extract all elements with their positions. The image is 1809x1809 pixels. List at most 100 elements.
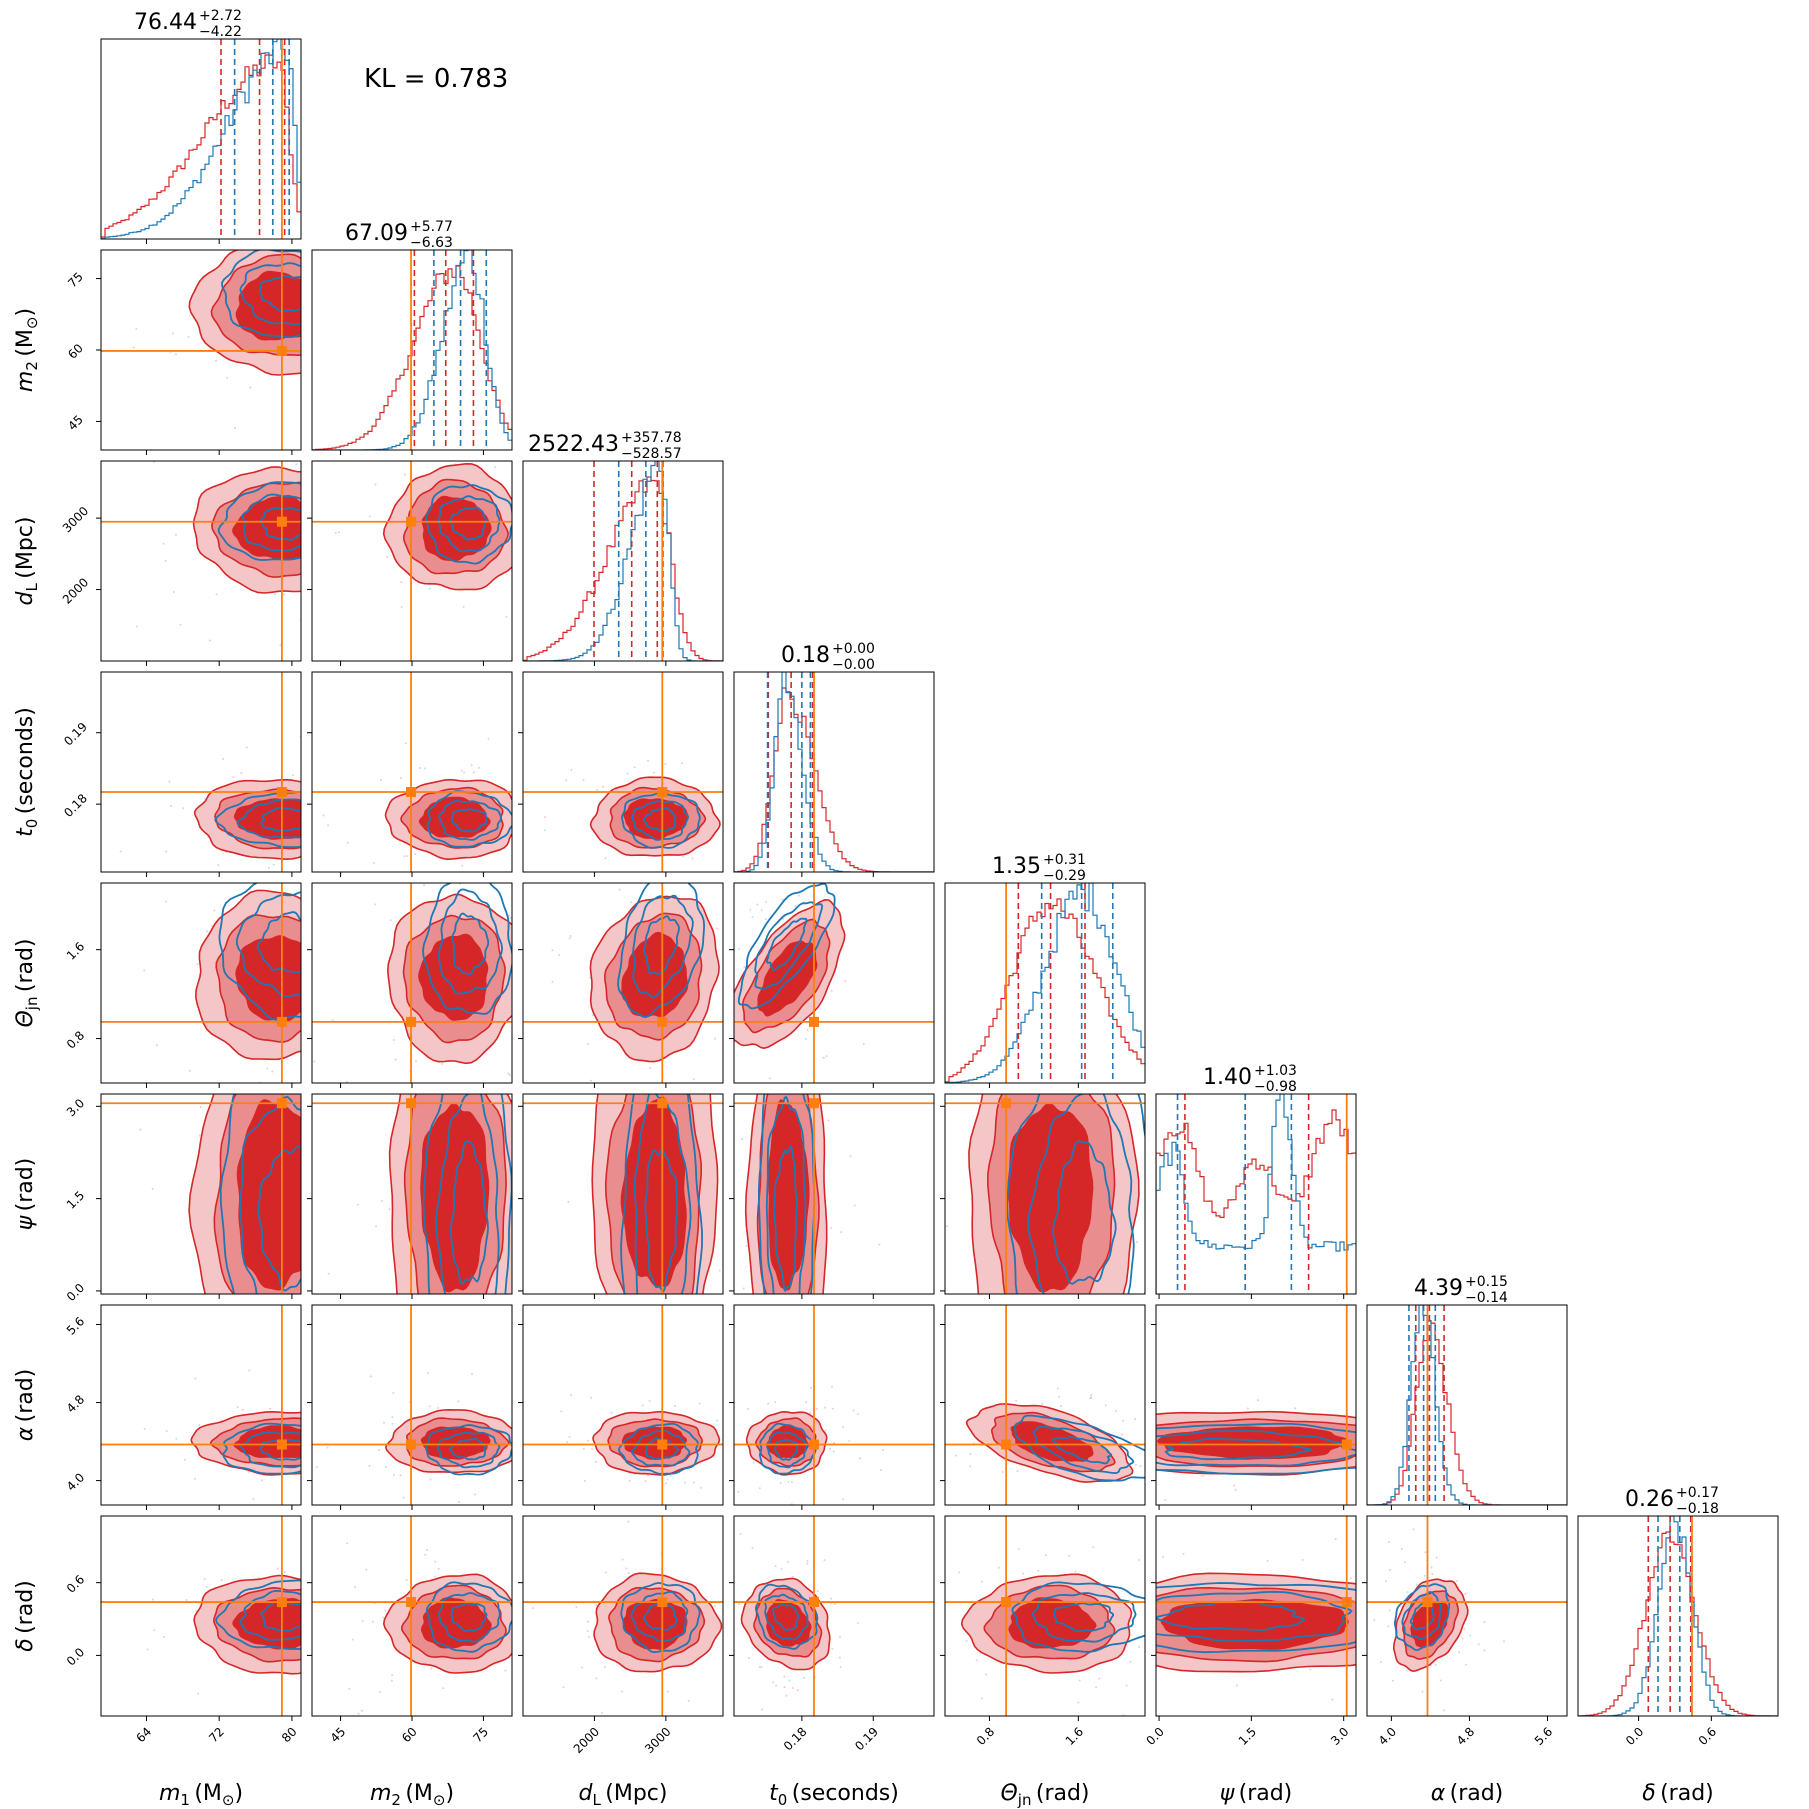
sample-point xyxy=(761,750,763,752)
sample-point xyxy=(743,966,746,969)
sample-point xyxy=(774,1401,777,1404)
sample-point xyxy=(132,346,135,349)
pair-panel-alpha-delta xyxy=(1366,1476,1568,1717)
sample-point xyxy=(1384,1580,1387,1583)
sample-point xyxy=(1402,1554,1404,1556)
sample-point xyxy=(793,1545,795,1547)
sample-point xyxy=(424,1354,426,1356)
title-dL: 2522.43 xyxy=(528,432,619,457)
sample-point xyxy=(320,1653,322,1655)
sample-point xyxy=(346,1474,348,1476)
sample-point xyxy=(203,797,206,800)
sample-point xyxy=(731,809,733,811)
sample-point xyxy=(217,1328,219,1330)
sample-point xyxy=(376,1694,378,1696)
contour-blue-mid xyxy=(236,798,301,839)
sample-point xyxy=(428,1405,431,1408)
sample-point xyxy=(370,1413,372,1415)
panel-frame xyxy=(100,671,302,873)
sample-point xyxy=(343,853,345,855)
x-axis-label-m2: m2 (M⊙) xyxy=(370,1781,454,1809)
sample-point xyxy=(345,1080,348,1083)
contour-blue-inner xyxy=(772,1603,800,1632)
sample-point xyxy=(943,1628,945,1630)
sample-point xyxy=(766,896,768,898)
kl-annotation: KL = 0.783 xyxy=(364,64,509,94)
sample-point xyxy=(627,1520,630,1523)
sample-point xyxy=(1121,1433,1124,1436)
sample-point xyxy=(806,1028,809,1031)
sample-point xyxy=(1094,1672,1096,1674)
sample-point xyxy=(165,900,168,903)
sample-point xyxy=(610,1307,612,1309)
contour-blue-mid xyxy=(239,1589,301,1641)
sample-point xyxy=(595,1604,598,1607)
sample-point xyxy=(790,1481,793,1484)
sample-point xyxy=(279,644,282,647)
sample-point xyxy=(344,506,346,508)
x-tick-label-m1: 72 xyxy=(206,1725,227,1746)
contour-blue-outer xyxy=(219,1094,236,1294)
sample-point xyxy=(1376,1476,1378,1478)
contour-blue-mid xyxy=(630,1430,691,1467)
sample-point xyxy=(356,1508,358,1510)
sample-point xyxy=(354,1586,357,1589)
sample-point xyxy=(437,663,439,665)
sample-point xyxy=(1125,1684,1128,1687)
sample-point xyxy=(174,353,177,356)
sample-point xyxy=(1412,1528,1415,1531)
sample-point xyxy=(196,963,199,966)
sample-point xyxy=(866,1399,868,1401)
sample-point xyxy=(168,223,170,225)
sample-point xyxy=(829,1447,832,1450)
sample-point xyxy=(566,840,568,842)
sample-point xyxy=(1137,1651,1139,1653)
contour-blue-outer xyxy=(425,484,512,565)
sample-point xyxy=(206,930,209,933)
sample-point xyxy=(732,843,734,845)
sample-point xyxy=(729,879,731,881)
sample-point xyxy=(1450,1685,1452,1687)
sample-point xyxy=(1083,1070,1085,1072)
sample-point xyxy=(553,1378,555,1380)
sample-point xyxy=(174,533,177,536)
sample-point xyxy=(1424,1551,1427,1554)
sample-point xyxy=(1331,1698,1334,1701)
contour-blue-outer xyxy=(737,883,836,1010)
contour-red-inner xyxy=(766,1425,810,1459)
truth-marker xyxy=(406,1597,417,1608)
sample-point xyxy=(1483,1649,1486,1652)
sample-point xyxy=(460,769,463,772)
sample-point xyxy=(236,1406,239,1409)
sample-point xyxy=(170,804,173,807)
pair-panel-m2-theta_jn xyxy=(311,882,513,1084)
sample-point xyxy=(980,1697,983,1700)
contour-blue-mid xyxy=(236,891,301,998)
y-tick-label-t0: 0.19 xyxy=(61,720,90,749)
sample-point xyxy=(308,1536,310,1538)
sample-point xyxy=(264,452,266,454)
sample-point xyxy=(1113,1385,1115,1387)
sample-point xyxy=(590,1396,593,1399)
sample-point xyxy=(1483,1621,1486,1624)
sample-point xyxy=(371,1620,374,1623)
sample-point xyxy=(332,1447,334,1449)
contour-blue-outer xyxy=(758,1422,817,1475)
sample-point xyxy=(321,1647,323,1649)
sample-point xyxy=(334,1441,336,1443)
pair-panel-theta_jn-delta xyxy=(944,1515,1146,1717)
sample-point xyxy=(423,884,426,887)
sample-point xyxy=(1360,1633,1362,1635)
sample-point xyxy=(760,908,763,911)
x-axis-label-t0: t0 (seconds) xyxy=(769,1781,899,1809)
sample-point xyxy=(543,829,546,832)
pair-panel-theta_jn-alpha xyxy=(866,1304,1146,1506)
sample-point xyxy=(1065,1078,1067,1080)
sample-point xyxy=(730,1068,732,1070)
title-theta_jn: 1.35 xyxy=(992,854,1041,879)
sample-point xyxy=(749,1324,751,1326)
title-minus-dL: −528.57 xyxy=(621,446,682,462)
sample-point xyxy=(1242,1309,1244,1311)
sample-point xyxy=(958,1667,960,1669)
sample-point xyxy=(636,1392,638,1394)
